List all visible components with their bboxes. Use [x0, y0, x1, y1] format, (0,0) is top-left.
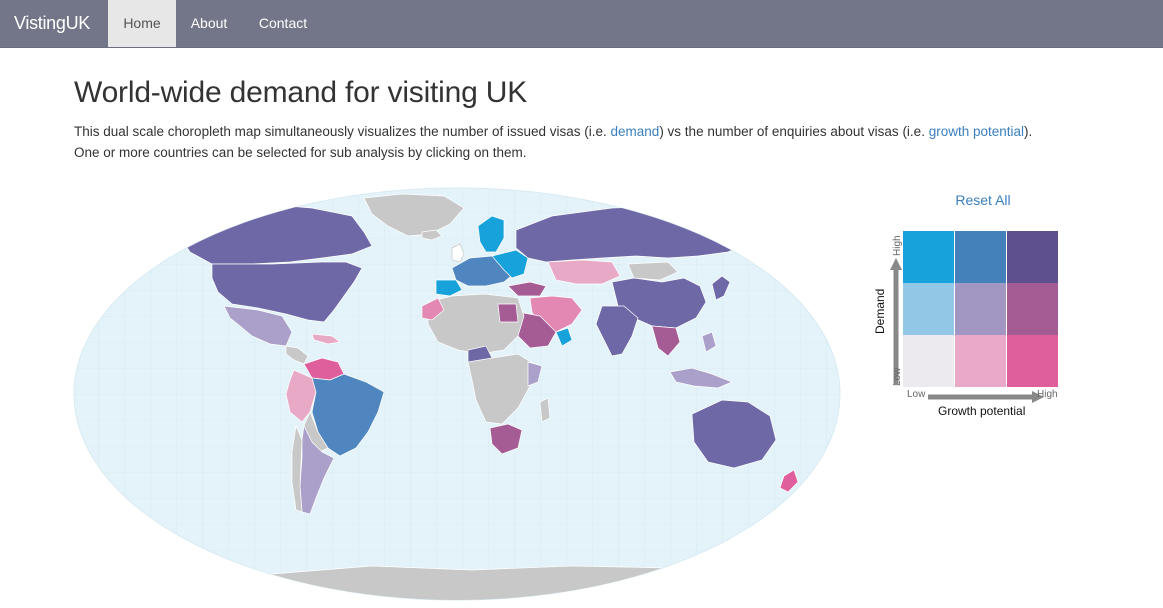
demand-link[interactable]: demand: [610, 124, 660, 139]
country-mongolia[interactable]: [627, 261, 679, 281]
intro-text: This dual scale choropleth map simultane…: [74, 121, 1134, 163]
legend-arrows: [890, 258, 1044, 403]
country-mexico[interactable]: [223, 305, 293, 347]
region-eastern-europe[interactable]: [491, 249, 529, 279]
country-greenland[interactable]: [363, 193, 465, 237]
region-southeast-asia[interactable]: [651, 325, 681, 357]
legend-cell-mid-demand-mid-growth: [955, 283, 1006, 335]
country-oman-uae[interactable]: [555, 327, 573, 347]
growth-arrow-head: [1032, 391, 1044, 403]
country-egypt[interactable]: [497, 303, 519, 323]
country-madagascar[interactable]: [539, 397, 551, 423]
country-chile[interactable]: [291, 424, 303, 513]
legend-cell-low-demand-high-growth: [1007, 335, 1058, 387]
brand-logo[interactable]: VistingUK: [14, 13, 91, 33]
page-title: World-wide demand for visiting UK: [74, 76, 528, 109]
region-central-africa[interactable]: [467, 353, 535, 425]
country-spain-portugal[interactable]: [435, 279, 463, 297]
bivariate-legend: High Low Demand Low High Growth potentia…: [868, 228, 1068, 424]
intro-part1: This dual scale choropleth map simultane…: [74, 124, 611, 139]
country-india[interactable]: [595, 305, 639, 357]
country-uk[interactable]: [451, 243, 465, 263]
legend-x-low: Low: [907, 389, 926, 400]
nav-about[interactable]: About: [190, 15, 228, 31]
legend-cell-high-demand-high-growth: [1007, 231, 1058, 283]
navbar: VistingUK Home About Contact: [0, 0, 1163, 48]
intro-part2: ) vs the number of enquiries about visas…: [659, 124, 929, 139]
country-brazil[interactable]: [311, 373, 385, 457]
country-japan-korea[interactable]: [711, 275, 731, 301]
legend-cell-mid-demand-high-growth: [1007, 283, 1058, 335]
legend-cell-high-demand-low-growth: [903, 231, 954, 283]
legend-cell-high-demand-mid-growth: [955, 231, 1006, 283]
legend-cell-low-demand-mid-growth: [955, 335, 1006, 387]
country-argentina[interactable]: [299, 424, 335, 515]
country-australia[interactable]: [691, 399, 777, 469]
country-usa[interactable]: [211, 261, 363, 323]
country-new-zealand[interactable]: [779, 469, 799, 493]
nav-home[interactable]: Home: [108, 0, 176, 47]
legend-cell-low-demand-low-growth: [903, 335, 954, 387]
country-scandinavia[interactable]: [477, 215, 505, 253]
country-indonesia[interactable]: [669, 367, 733, 389]
intro-line2: One or more countries can be selected fo…: [74, 145, 527, 160]
country-iceland[interactable]: [421, 229, 443, 241]
nav-contact[interactable]: Contact: [258, 15, 308, 31]
legend-x-title: Growth potential: [938, 404, 1026, 418]
country-alaska[interactable]: [161, 215, 203, 247]
growth-potential-link[interactable]: growth potential: [928, 124, 1025, 139]
country-south-africa[interactable]: [489, 423, 523, 455]
world-choropleth-map[interactable]: [72, 186, 842, 602]
country-morocco[interactable]: [421, 297, 445, 321]
country-turkey[interactable]: [507, 281, 547, 297]
country-philippines[interactable]: [701, 331, 717, 353]
region-caribbean[interactable]: [311, 333, 341, 345]
country-kazakhstan[interactable]: [547, 259, 621, 285]
legend-y-title: Demand: [873, 288, 887, 334]
legend-cell-mid-demand-low-growth: [903, 283, 954, 335]
region-east-africa[interactable]: [527, 361, 543, 387]
reset-all-link[interactable]: Reset All: [955, 192, 1011, 208]
legend-y-low: Low: [892, 367, 903, 386]
demand-arrow-head: [890, 258, 902, 270]
intro-part3: ).: [1024, 124, 1033, 139]
legend-y-high: High: [892, 235, 903, 256]
legend-x-high: High: [1037, 389, 1058, 400]
